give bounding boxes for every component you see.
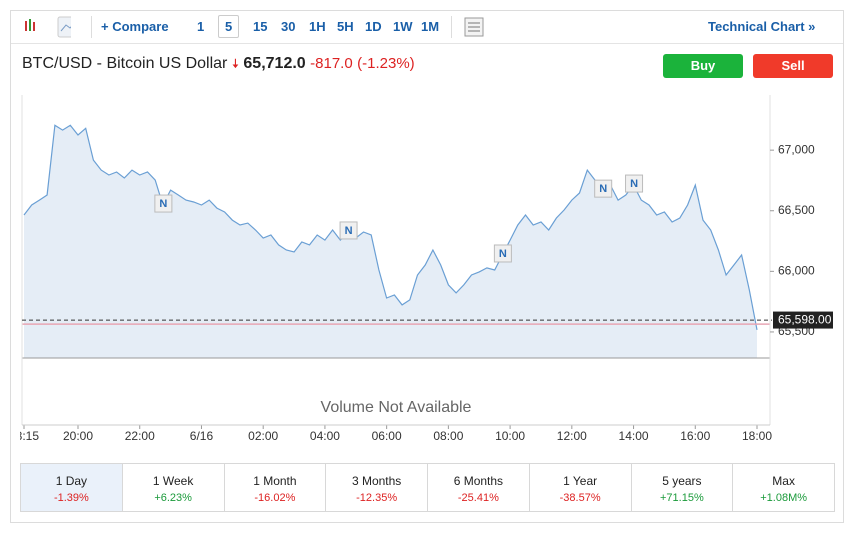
x-tick-label: 12:00: [557, 429, 587, 443]
period-cell[interactable]: 1 Day -1.39%: [21, 464, 122, 511]
price: 65,712.0: [243, 55, 306, 72]
period-label: Max: [772, 474, 795, 488]
quote-header: BTC/USD - Bitcoin US Dollar 🠇 65,712.0 -…: [22, 55, 415, 77]
news-marker-label: N: [599, 183, 607, 195]
interval-button[interactable]: 1M: [421, 19, 440, 34]
period-label: 1 Day: [55, 474, 88, 488]
table-icon[interactable]: [464, 17, 484, 37]
period-cell[interactable]: 1 Month -16.02%: [223, 464, 326, 511]
change-pct: (-1.23%): [357, 55, 415, 72]
period-change: -1.39%: [53, 492, 89, 504]
chart-type-icons[interactable]: [11, 11, 71, 43]
x-tick-label: 6/16: [190, 429, 214, 443]
news-marker: [339, 221, 358, 240]
period-change: +1.08M%: [760, 492, 808, 504]
news-marker-label: N: [345, 225, 353, 237]
period-change: -25.41%: [457, 492, 499, 504]
change: -817.0: [310, 55, 353, 72]
interval-button[interactable]: 1D: [365, 19, 382, 34]
period-change: -16.02%: [254, 492, 296, 504]
plot: Investing.com18:1520:0022:006/1602:0004:…: [9, 124, 772, 443]
separator: [451, 16, 452, 38]
x-tick-label: 02:00: [248, 429, 278, 443]
x-tick-label: 10:00: [495, 429, 525, 443]
x-tick-label: 18:00: [742, 429, 772, 443]
volume-note: Volume Not Available: [321, 399, 472, 416]
news-marker: [154, 194, 173, 213]
compare-button[interactable]: + Compare: [101, 19, 169, 34]
interval-button[interactable]: 1: [197, 19, 205, 34]
x-tick-label: 14:00: [619, 429, 649, 443]
last-price-box: [773, 311, 833, 329]
last-price-label: 65,598.00: [778, 313, 832, 327]
y-tick-label: 67,000: [778, 142, 815, 156]
technical-chart-link[interactable]: Technical Chart »: [708, 19, 816, 34]
period-label: 1 Year: [563, 474, 598, 488]
news-marker-label: N: [499, 248, 507, 260]
period-cell[interactable]: 3 Months -12.35%: [325, 464, 427, 511]
period-change: -38.57%: [559, 492, 601, 504]
x-tick-label: 16:00: [680, 429, 710, 443]
y-tick-label: 66,500: [778, 203, 815, 217]
period-change: -12.35%: [356, 492, 398, 504]
interval-button[interactable]: 15: [253, 19, 268, 34]
period-cell[interactable]: Max +1.08M%: [732, 464, 834, 511]
news-marker: [625, 174, 644, 193]
period-label: 6 Months: [453, 474, 504, 488]
x-tick-label: 08:00: [433, 429, 463, 443]
period-label: 1 Month: [253, 474, 297, 488]
compare-label: Compare: [112, 19, 169, 34]
news-marker: [594, 179, 613, 198]
interval-button[interactable]: 1H: [309, 19, 326, 34]
period-label: 3 Months: [351, 474, 402, 488]
x-tick-label: 04:00: [310, 429, 340, 443]
period-label: 1 Week: [152, 474, 194, 488]
interval-button[interactable]: 1W: [393, 19, 413, 34]
toolbar: + Compare 1 5 15 30 1H 5H 1D 1W 1M Technical Cha…: [11, 11, 843, 44]
x-tick-label: 18:15: [9, 429, 39, 443]
x-tick-label: 06:00: [372, 429, 402, 443]
symbol: BTC/USD - Bitcoin US Dollar: [22, 55, 228, 72]
period-change: +6.23%: [154, 492, 192, 504]
sell-button[interactable]: Sell: [753, 54, 833, 78]
y-tick-label: 66,000: [778, 264, 815, 278]
interval-button[interactable]: 5H: [337, 19, 354, 34]
interval-button[interactable]: 30: [281, 19, 296, 34]
x-tick-label: 22:00: [125, 429, 155, 443]
period-cell[interactable]: 1 Week +6.23%: [121, 464, 224, 511]
interval-button[interactable]: 5: [218, 15, 240, 38]
separator: [91, 16, 92, 38]
area: [24, 125, 757, 358]
buy-button[interactable]: Buy: [663, 54, 743, 78]
news-marker-label: N: [630, 178, 638, 190]
news-marker: [493, 244, 512, 263]
period-cell[interactable]: 5 years +71.15%: [630, 464, 733, 511]
period-cell[interactable]: 1 Year -38.57%: [528, 464, 631, 511]
down-arrow: 🠇: [231, 56, 239, 71]
period-change: +71.15%: [660, 492, 704, 504]
x-tick-label: 20:00: [63, 429, 93, 443]
period-table: 1 Day -1.39% 1 Week +6.23% 1 Month -16.02% 3 M…: [20, 463, 835, 512]
period-cell[interactable]: 6 Months -25.41%: [427, 464, 529, 511]
period-label: 5 years: [662, 474, 702, 488]
news-marker-label: N: [159, 198, 167, 210]
widget: + Compare 1 5 15 30 1H 5H 1D 1W 1M Technical Cha…: [10, 10, 844, 523]
